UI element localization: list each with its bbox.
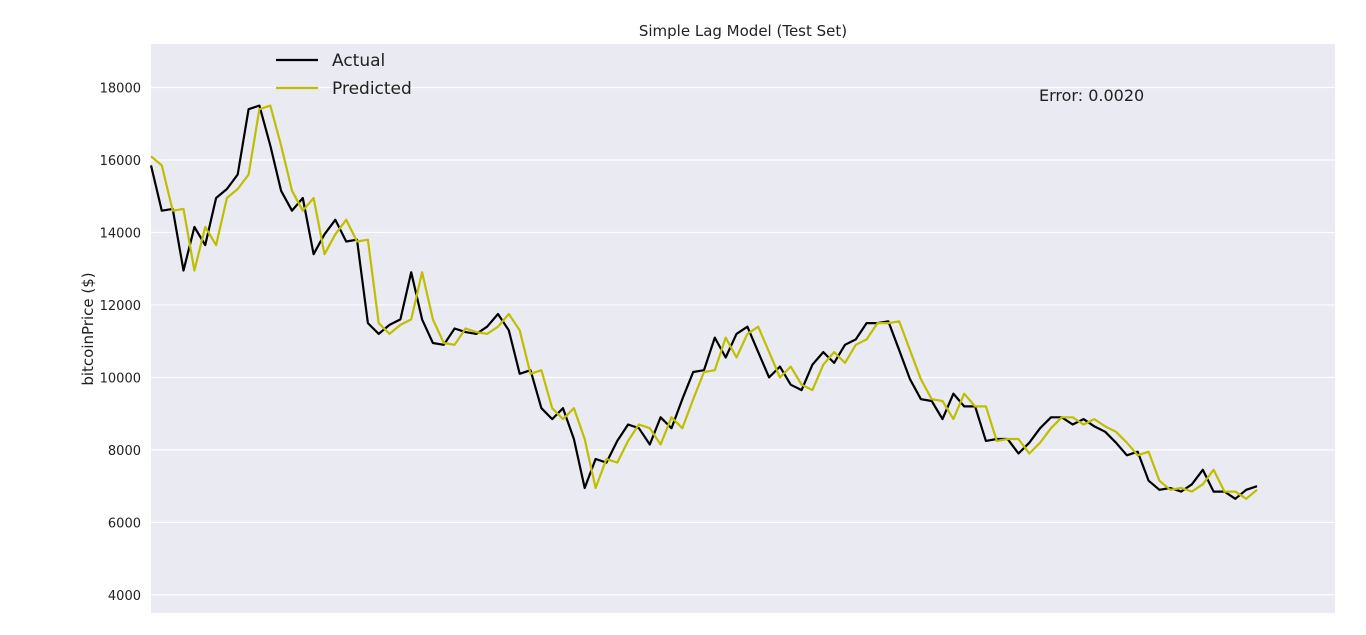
series-line-predicted: [150, 104, 1258, 500]
y-axis-ticks: 4000 6000 8000 10000 12000 14000 16000 18000: [100, 81, 141, 603]
y-tick-label: 6000: [108, 516, 141, 531]
grid-lines: [151, 86, 1335, 596]
y-axis-label: bitcoinPrice ($): [79, 272, 97, 385]
legend-label-predicted: Predicted: [332, 79, 412, 99]
y-tick-label: 12000: [100, 299, 141, 314]
legend-label-actual: Actual: [332, 51, 385, 71]
y-tick-label: 4000: [108, 589, 141, 604]
series-layer: [149, 104, 1258, 500]
y-tick-label: 18000: [100, 81, 141, 96]
error-annotation: Error: 0.0020: [1039, 86, 1144, 105]
y-tick-label: 10000: [100, 371, 141, 386]
y-tick-label: 8000: [108, 444, 141, 459]
y-tick-label: 14000: [100, 226, 141, 241]
legend: Actual Predicted: [276, 51, 412, 99]
series-line-actual: [149, 104, 1258, 500]
y-tick-label: 16000: [100, 154, 141, 169]
chart-title: Simple Lag Model (Test Set): [639, 22, 847, 40]
